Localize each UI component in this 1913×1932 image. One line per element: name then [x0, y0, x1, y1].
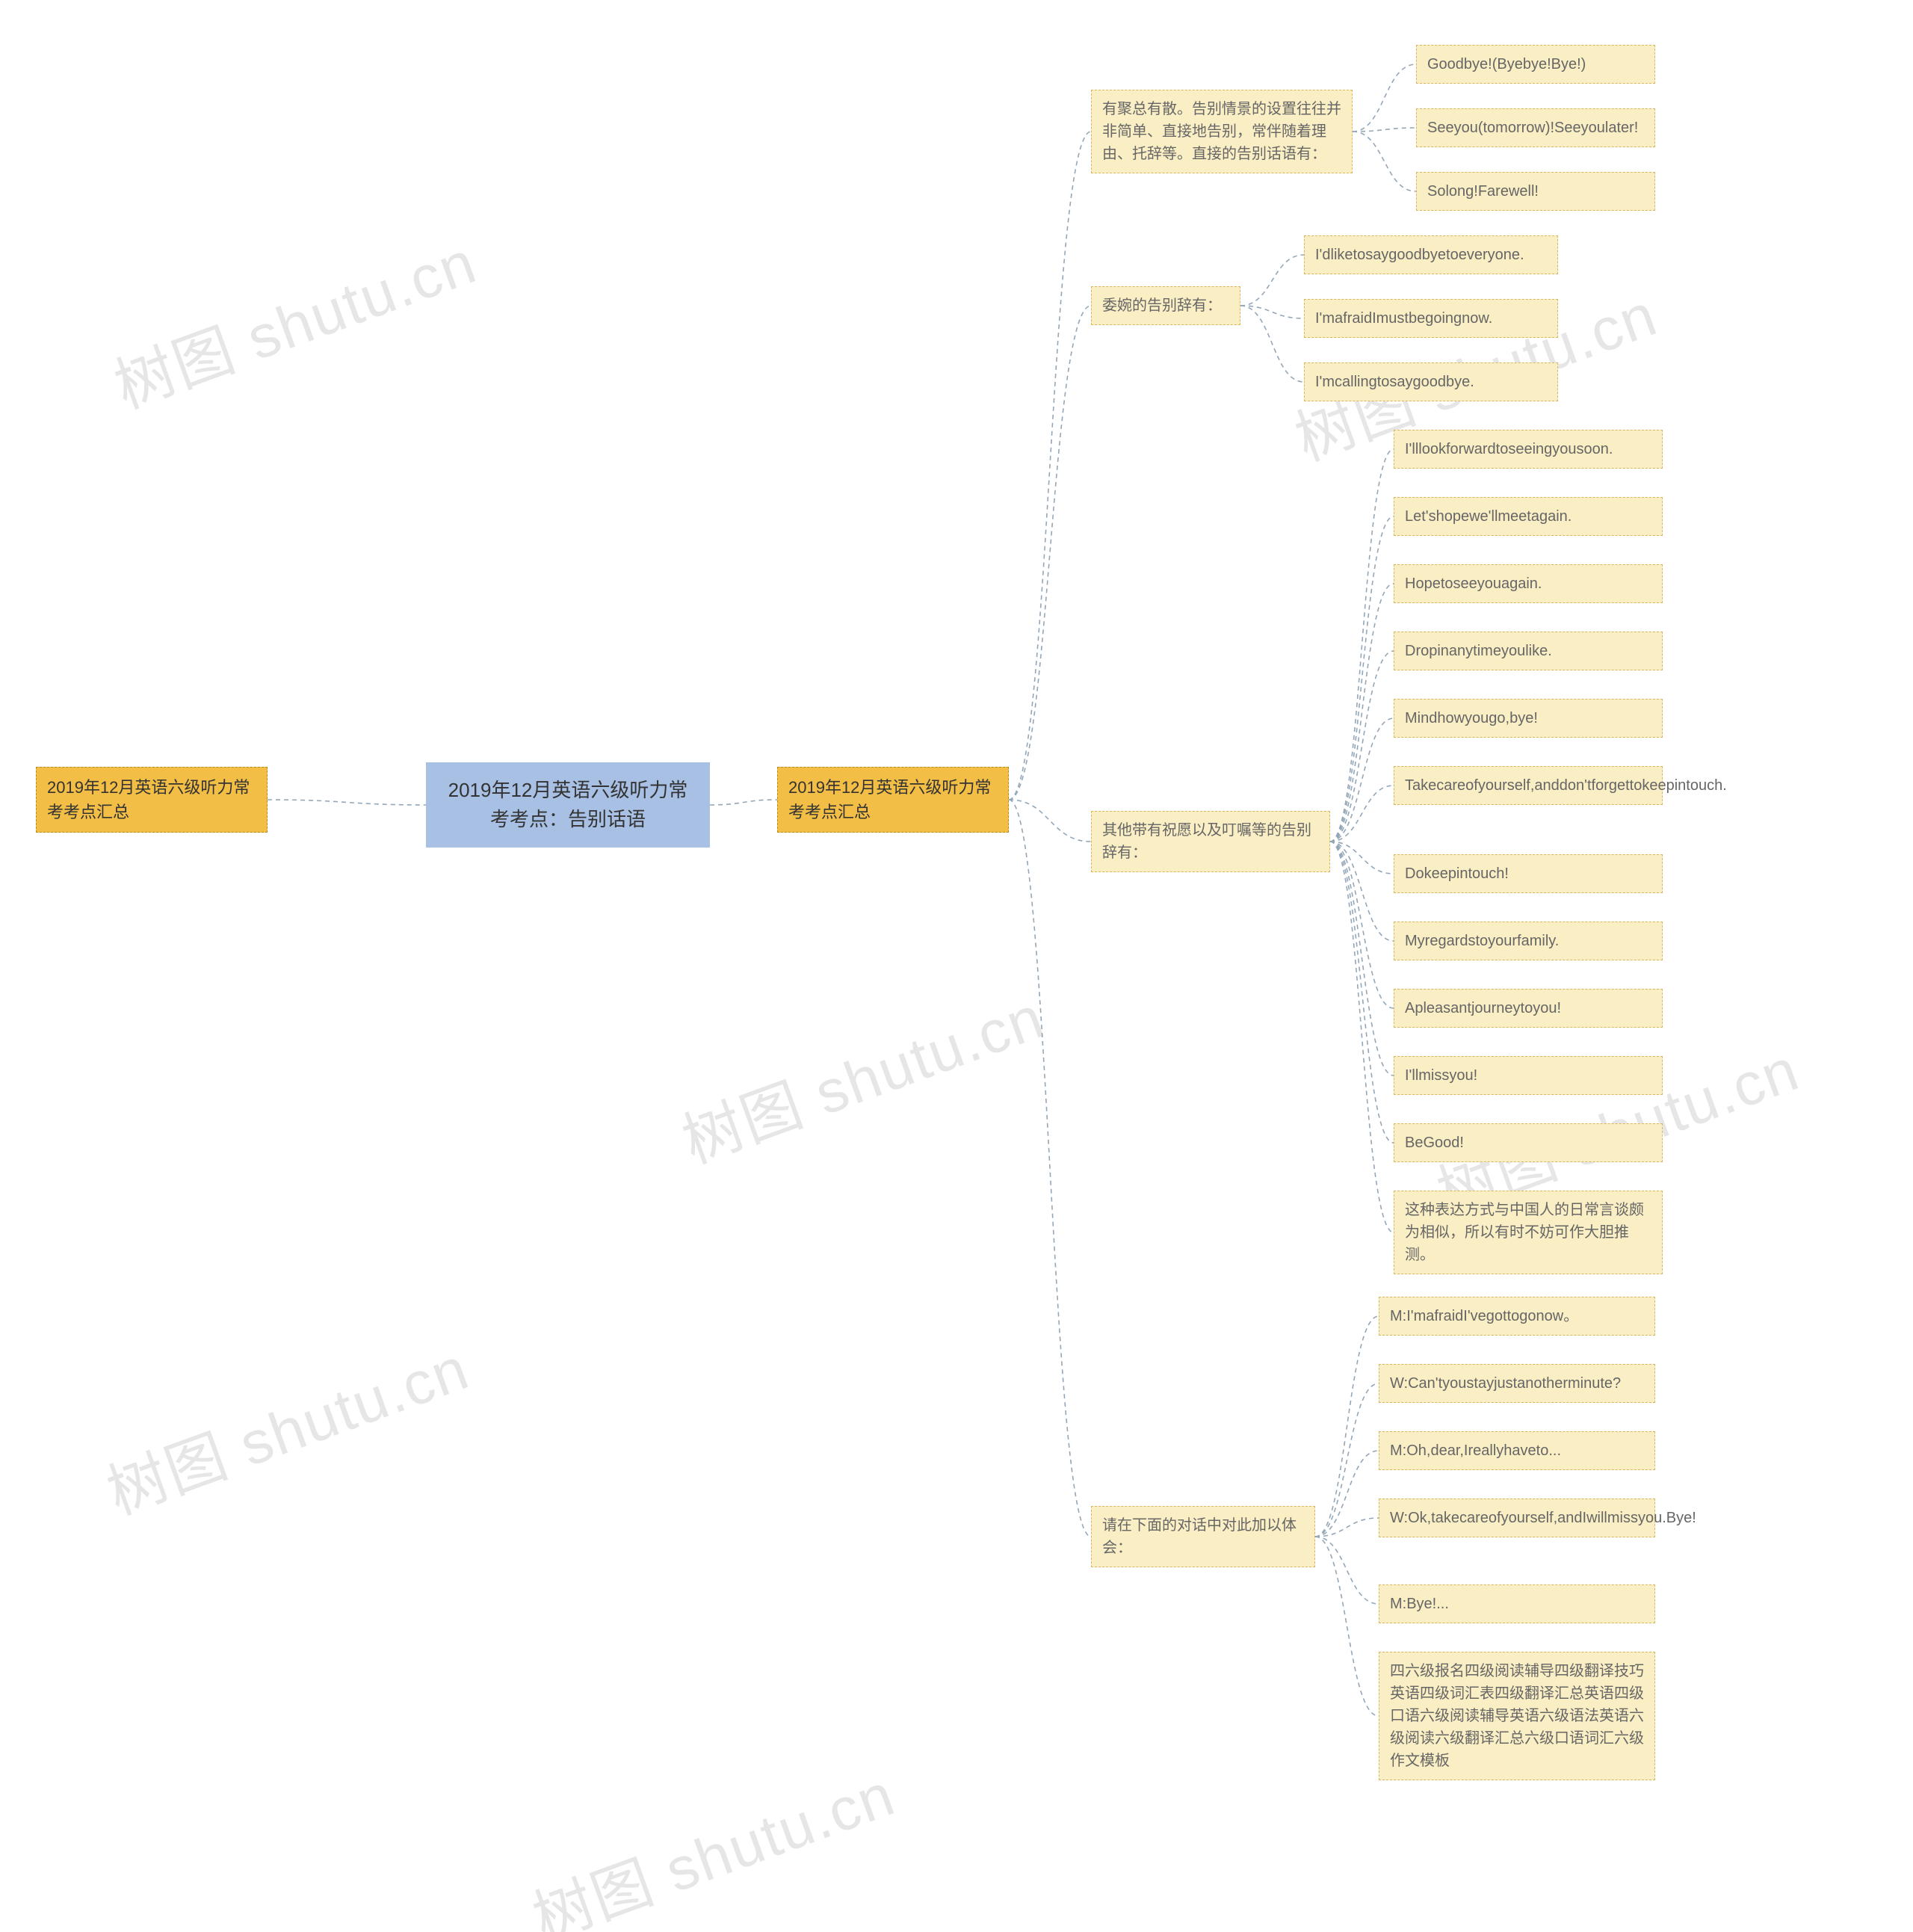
dialogue-line-5[interactable]: M:Bye!... — [1379, 1584, 1655, 1623]
dialogue-line-3[interactable]: M:Oh,dear,Ireallyhaveto... — [1379, 1431, 1655, 1470]
dialogue-line-2[interactable]: W:Can'tyoustayjustanotherminute? — [1379, 1364, 1655, 1403]
phrase-takecare-keepintouch[interactable]: Takecareofyourself,anddon'tforgettokeepi… — [1394, 766, 1663, 805]
watermark: 树图 shutu.cn — [93, 1321, 479, 1531]
phrase-dropin[interactable]: Dropinanytimeyoulike. — [1394, 632, 1663, 670]
phrase-goodbye[interactable]: Goodbye!(Byebye!Bye!) — [1416, 45, 1655, 84]
phrase-note-chinese-similar[interactable]: 这种表达方式与中国人的日常言谈颇为相似，所以有时不妨可作大胆推测。 — [1394, 1191, 1663, 1274]
summary-node-left[interactable]: 2019年12月英语六级听力常考考点汇总 — [36, 767, 268, 833]
watermark: 树图 shutu.cn — [101, 215, 486, 425]
phrase-hopetosee[interactable]: Hopetoseeyouagain. — [1394, 564, 1663, 603]
category-direct-farewell[interactable]: 有聚总有散。告别情景的设置往往并非简单、直接地告别，常伴随着理由、托辞等。直接的… — [1091, 90, 1353, 173]
dialogue-footer-links[interactable]: 四六级报名四级阅读辅导四级翻译技巧英语四级词汇表四级翻译汇总英语四级口语六级阅读… — [1379, 1652, 1655, 1780]
phrase-mustbegoing[interactable]: I'mafraidImustbegoingnow. — [1304, 299, 1558, 338]
mindmap-root[interactable]: 2019年12月英语六级听力常考考点：告别话语 — [426, 762, 710, 848]
summary-node-right[interactable]: 2019年12月英语六级听力常考考点汇总 — [777, 767, 1009, 833]
dialogue-line-1[interactable]: M:I'mafraidI'vegottogonow。 — [1379, 1297, 1655, 1336]
phrase-pleasantjourney[interactable]: Apleasantjourneytoyou! — [1394, 989, 1663, 1028]
phrase-seeyou[interactable]: Seeyou(tomorrow)!Seeyoulater! — [1416, 108, 1655, 147]
watermark: 树图 shutu.cn — [669, 969, 1054, 1180]
phrase-meetagain[interactable]: Let'shopewe'llmeetagain. — [1394, 497, 1663, 536]
phrase-callingtosaygoodbye[interactable]: I'mcallingtosaygoodbye. — [1304, 362, 1558, 401]
dialogue-line-4[interactable]: W:Ok,takecareofyourself,andIwillmissyou.… — [1379, 1499, 1655, 1537]
phrase-solong[interactable]: Solong!Farewell! — [1416, 172, 1655, 211]
category-wish-farewell[interactable]: 其他带有祝愿以及叮嘱等的告别辞有： — [1091, 811, 1330, 872]
connector-layer — [0, 0, 1913, 1932]
watermark: 树图 shutu.cn — [519, 1747, 905, 1932]
phrase-dokeepintouch[interactable]: Dokeepintouch! — [1394, 854, 1663, 893]
phrase-mindhowyougo[interactable]: Mindhowyougo,bye! — [1394, 699, 1663, 738]
category-dialogue-example[interactable]: 请在下面的对话中对此加以体会： — [1091, 1506, 1315, 1567]
category-polite-farewell[interactable]: 委婉的告别辞有： — [1091, 286, 1240, 325]
phrase-liketosaygoodbye[interactable]: I'dliketosaygoodbyetoeveryone. — [1304, 235, 1558, 274]
phrase-lookforward[interactable]: I'lllookforwardtoseeingyousoon. — [1394, 430, 1663, 469]
phrase-begood[interactable]: BeGood! — [1394, 1123, 1663, 1162]
phrase-illmissyou[interactable]: I'llmissyou! — [1394, 1056, 1663, 1095]
phrase-regardsfamily[interactable]: Myregardstoyourfamily. — [1394, 922, 1663, 960]
